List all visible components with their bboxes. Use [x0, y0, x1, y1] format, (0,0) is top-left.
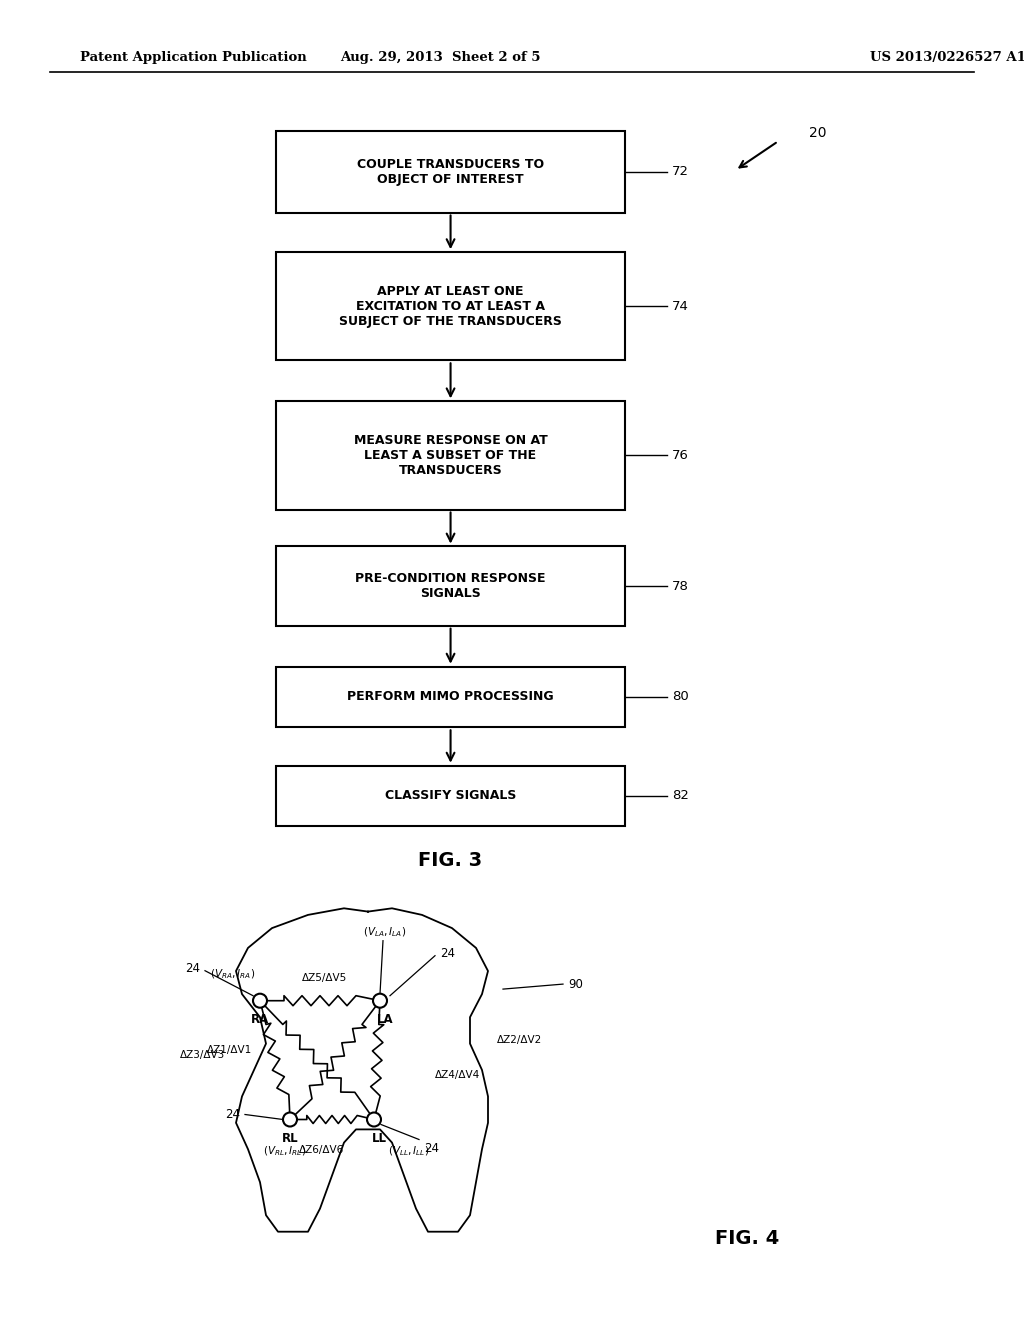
FancyBboxPatch shape: [276, 546, 625, 626]
Text: 80: 80: [672, 690, 688, 704]
Text: CLASSIFY SIGNALS: CLASSIFY SIGNALS: [385, 789, 516, 803]
Text: COUPLE TRANSDUCERS TO
OBJECT OF INTEREST: COUPLE TRANSDUCERS TO OBJECT OF INTEREST: [357, 157, 544, 186]
Text: 24: 24: [424, 1142, 439, 1155]
Text: 24: 24: [440, 948, 455, 960]
Text: $(V_{RL},I_{RL})$: $(V_{RL},I_{RL})$: [263, 1144, 307, 1158]
Circle shape: [283, 1113, 297, 1126]
Text: RL: RL: [282, 1131, 298, 1144]
Text: 72: 72: [672, 165, 688, 178]
Text: 78: 78: [672, 579, 688, 593]
Text: 20: 20: [809, 127, 826, 140]
Circle shape: [373, 994, 387, 1007]
Text: ΔZ2/ΔV2: ΔZ2/ΔV2: [497, 1035, 543, 1045]
Text: $(V_{LA},I_{LA})$: $(V_{LA},I_{LA})$: [364, 925, 407, 939]
Text: LL: LL: [372, 1131, 386, 1144]
Text: Patent Application Publication: Patent Application Publication: [80, 51, 307, 65]
Text: ΔZ6/ΔV6: ΔZ6/ΔV6: [299, 1144, 345, 1155]
Circle shape: [253, 994, 267, 1007]
Text: ΔZ1/ΔV1: ΔZ1/ΔV1: [207, 1045, 252, 1055]
Text: MEASURE RESPONSE ON AT
LEAST A SUBSET OF THE
TRANSDUCERS: MEASURE RESPONSE ON AT LEAST A SUBSET OF…: [353, 434, 548, 477]
Text: 24: 24: [225, 1107, 240, 1121]
Text: FIG. 4: FIG. 4: [716, 1229, 779, 1247]
Text: LA: LA: [377, 1012, 393, 1026]
FancyBboxPatch shape: [276, 252, 625, 360]
Text: RA: RA: [251, 1012, 269, 1026]
Text: 76: 76: [672, 449, 688, 462]
Text: FIG. 3: FIG. 3: [419, 851, 482, 870]
Text: 82: 82: [672, 789, 688, 803]
FancyBboxPatch shape: [276, 766, 625, 826]
Text: 90: 90: [568, 978, 583, 990]
Text: APPLY AT LEAST ONE
EXCITATION TO AT LEAST A
SUBJECT OF THE TRANSDUCERS: APPLY AT LEAST ONE EXCITATION TO AT LEAS…: [339, 285, 562, 327]
Text: ΔZ4/ΔV4: ΔZ4/ΔV4: [435, 1071, 480, 1080]
Text: US 2013/0226527 A1: US 2013/0226527 A1: [870, 51, 1024, 65]
Text: 24: 24: [185, 962, 200, 975]
FancyBboxPatch shape: [276, 667, 625, 727]
Text: ΔZ5/ΔV5: ΔZ5/ΔV5: [302, 973, 347, 982]
Text: PRE-CONDITION RESPONSE
SIGNALS: PRE-CONDITION RESPONSE SIGNALS: [355, 572, 546, 601]
Text: $(V_{LL},I_{LL})$: $(V_{LL},I_{LL})$: [388, 1144, 430, 1158]
Text: 74: 74: [672, 300, 688, 313]
Text: ΔZ3/ΔV3: ΔZ3/ΔV3: [180, 1051, 225, 1060]
Text: PERFORM MIMO PROCESSING: PERFORM MIMO PROCESSING: [347, 690, 554, 704]
FancyBboxPatch shape: [276, 131, 625, 213]
Circle shape: [367, 1113, 381, 1126]
FancyBboxPatch shape: [276, 401, 625, 510]
Text: $(V_{RA},I_{RA})$: $(V_{RA},I_{RA})$: [210, 968, 255, 981]
Text: Aug. 29, 2013  Sheet 2 of 5: Aug. 29, 2013 Sheet 2 of 5: [340, 51, 541, 65]
